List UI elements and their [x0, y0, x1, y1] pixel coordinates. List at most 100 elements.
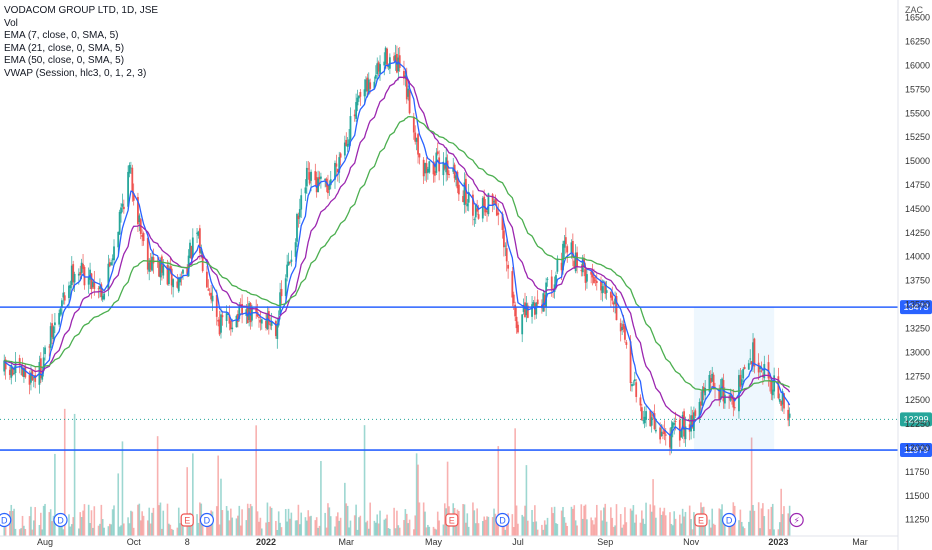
volume-bar: [576, 525, 578, 536]
candle-body: [629, 341, 632, 384]
candle-body: [358, 95, 360, 99]
volume-bar: [100, 504, 103, 536]
volume-bar: [166, 503, 169, 536]
candle-body: [466, 203, 469, 207]
candle-body: [220, 314, 222, 333]
candle-body: [18, 358, 21, 366]
candle-body: [169, 266, 172, 271]
volume-bar: [297, 504, 300, 536]
volume-bar: [21, 515, 24, 536]
candle-body: [593, 276, 595, 284]
candle-body: [24, 367, 27, 378]
volume-bar: [462, 504, 464, 536]
volume-bar: [443, 503, 446, 536]
volume-bar: [4, 525, 7, 536]
candle-body: [436, 151, 439, 154]
indicator-vwap[interactable]: VWAP (Session, hlc3, 0, 1, 2, 3): [4, 67, 147, 79]
volume-bar: [304, 517, 307, 536]
candle-body: [743, 366, 746, 369]
volume-bar: [231, 517, 234, 536]
candle-body: [182, 269, 184, 274]
volume-bar: [159, 502, 162, 536]
volume-bar: [259, 517, 262, 536]
volume-bar: [522, 516, 525, 536]
candle-body: [757, 362, 760, 373]
candle-body: [118, 211, 121, 235]
candle-body: [639, 397, 642, 406]
volume-bar: [778, 522, 781, 536]
volume-bar: [290, 512, 293, 536]
y-tick-label: 15500: [905, 108, 930, 118]
candle-body: [405, 76, 408, 100]
volume-bar: [256, 511, 259, 536]
volume-bar: [493, 508, 495, 536]
volume-bar: [573, 505, 576, 536]
candle-body: [363, 89, 366, 97]
volume-bar: [425, 527, 428, 536]
volume-bar: [581, 518, 584, 536]
volume-bar: [712, 523, 715, 536]
candle-body: [141, 235, 144, 237]
indicator-vol[interactable]: Vol: [4, 17, 18, 29]
candle-body: [624, 325, 626, 340]
volume-bar: [719, 509, 722, 536]
volume-bar: [338, 520, 341, 536]
volume-bar: [670, 523, 673, 536]
x-tick-label: Nov: [683, 537, 700, 547]
candle-body: [366, 77, 369, 92]
volume-bar: [622, 524, 625, 536]
volume-bar: [397, 525, 400, 536]
volume-bar: [141, 511, 143, 536]
indicator-ema50[interactable]: EMA (50, close, 0, SMA, 5): [4, 55, 125, 67]
volume-bar: [625, 522, 628, 536]
volume-bar: [387, 528, 390, 536]
volume-bar: [287, 508, 290, 536]
volume-bar: [491, 517, 494, 536]
volume-bar: [72, 517, 74, 536]
candle-body: [110, 262, 113, 266]
candle-body: [34, 375, 37, 382]
candle-body: [701, 390, 704, 405]
volume-bar: [246, 503, 249, 536]
x-tick-label: Jul: [512, 537, 524, 547]
volume-bar: [317, 527, 319, 536]
candle-body: [327, 185, 329, 194]
candle-body: [386, 48, 388, 66]
candle-body: [640, 407, 643, 421]
candle-body: [249, 303, 252, 323]
volume-bar: [740, 521, 743, 536]
indicator-ema21[interactable]: EMA (21, close, 0, SMA, 5): [4, 42, 125, 54]
candle-body: [196, 232, 198, 234]
candle-body: [336, 169, 339, 173]
volume-bar: [753, 510, 756, 536]
candle-body: [236, 313, 239, 323]
volume-bar: [346, 505, 349, 536]
volume-bar: [258, 521, 260, 536]
candle-body: [338, 157, 341, 173]
volume-bar: [477, 523, 480, 536]
volume-bar: [759, 528, 761, 536]
candle-body: [622, 324, 625, 330]
candle-body: [138, 215, 141, 223]
volume-bar: [69, 526, 72, 536]
candle-body: [379, 64, 381, 74]
candle-body: [422, 159, 425, 177]
candle-body: [127, 171, 129, 207]
candle-body: [526, 305, 529, 318]
volume-bar: [260, 528, 263, 536]
candle-body: [600, 281, 602, 291]
volume-bar: [206, 525, 208, 536]
candle-body: [359, 92, 362, 97]
volume-bar: [773, 529, 775, 536]
candle-body: [68, 285, 70, 299]
volume-bars: [3, 408, 791, 536]
candle-body: [260, 319, 263, 324]
volume-bar: [266, 502, 269, 536]
indicator-ema7[interactable]: EMA (7, close, 0, SMA, 5): [4, 30, 119, 42]
volume-bar: [641, 510, 643, 536]
candle-body: [642, 420, 645, 422]
candle-body: [348, 139, 350, 146]
candle-body: [41, 374, 44, 380]
